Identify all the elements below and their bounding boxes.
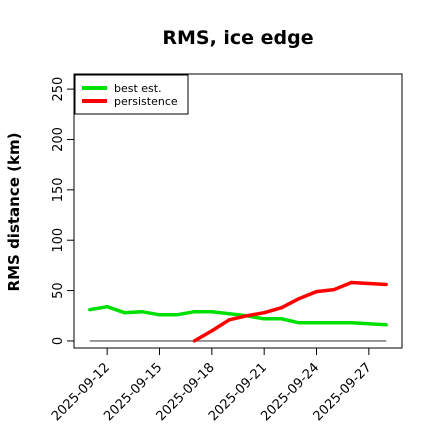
legend-label-persistence: persistence: [114, 95, 178, 108]
data-point-best-est: [122, 311, 127, 315]
data-point-best-est: [349, 321, 354, 325]
data-point-best-est: [140, 310, 144, 314]
y-axis-label: RMS distance (km): [5, 133, 23, 292]
data-point-persistence: [314, 289, 319, 294]
data-point-best-est: [280, 317, 284, 321]
data-point-best-est: [384, 323, 388, 327]
data-point-persistence: [297, 297, 301, 301]
plot-frame: [73, 73, 403, 349]
y-tick-label: 200: [51, 127, 66, 152]
data-point-best-est: [314, 321, 319, 325]
data-point-best-est: [88, 308, 92, 312]
data-point-persistence: [227, 318, 231, 322]
data-point-persistence: [280, 306, 284, 310]
chart-title: RMS, ice edge: [162, 27, 313, 49]
y-tick-label: 250: [51, 77, 66, 102]
data-point-persistence: [349, 280, 354, 285]
plot-area: [88, 280, 388, 343]
data-point-best-est: [367, 322, 371, 326]
data-point-persistence: [367, 281, 371, 286]
x-axis: 2025-09-122025-09-152025-09-182025-09-21…: [49, 348, 375, 424]
y-tick-label: 150: [51, 177, 66, 202]
y-tick-label: 100: [51, 228, 66, 253]
y-axis: 0 50 100 150 200 250: [51, 77, 74, 345]
y-tick-label: 50: [51, 282, 66, 299]
data-point-best-est: [262, 317, 266, 321]
legend-box: [74, 74, 189, 115]
data-point-best-est: [175, 313, 179, 317]
data-point-best-est: [227, 312, 231, 316]
data-point-best-est: [192, 310, 196, 314]
data-point-best-est: [157, 313, 162, 317]
data-point-best-est: [332, 321, 336, 325]
y-tick-label: 0: [51, 337, 66, 345]
data-point-persistence: [245, 314, 249, 318]
data-point-persistence: [262, 311, 266, 315]
legend-label-best-est: best est.: [114, 82, 162, 95]
data-point-persistence: [384, 282, 388, 287]
data-point-best-est: [105, 305, 109, 309]
legend: best est. persistence: [74, 74, 189, 115]
data-point-best-est: [210, 310, 214, 314]
data-point-persistence: [332, 287, 336, 292]
data-point-best-est: [297, 321, 301, 325]
series-line-persistence: [193, 280, 387, 343]
data-point-persistence: [192, 339, 196, 343]
data-point-persistence: [210, 329, 214, 333]
series-line-best-est: [89, 304, 387, 327]
